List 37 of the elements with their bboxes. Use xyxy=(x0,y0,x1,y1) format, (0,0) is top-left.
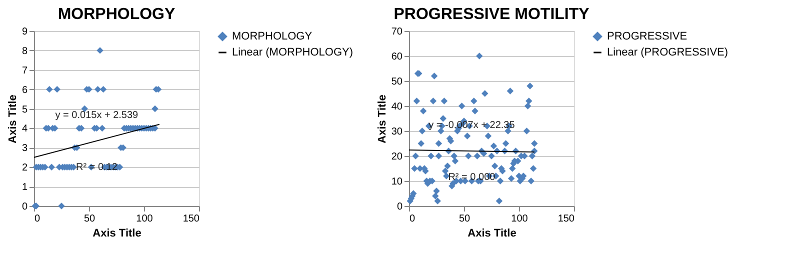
y-axis-title: Axis Title xyxy=(376,94,388,144)
annotation: y = 0.015x + 2.539 xyxy=(55,110,139,121)
x-tick-label: 150 xyxy=(558,214,575,224)
x-axis-title: Axis Title xyxy=(92,228,142,240)
y-axis-title: Axis Title xyxy=(6,94,19,144)
y-tick-label: 7 xyxy=(22,65,28,76)
x-tick-label: 50 xyxy=(84,214,96,224)
x-axis-title: Axis Title xyxy=(468,228,516,240)
y-tick-label: 9 xyxy=(22,26,28,38)
x-tick-label: 0 xyxy=(34,214,40,224)
y-tick-label: 60 xyxy=(391,52,403,62)
legend-label: Linear (PROGRESSIVE) xyxy=(607,46,728,58)
y-tick-label: 10 xyxy=(391,176,403,188)
x-tick-label: 0 xyxy=(410,214,416,224)
y-tick-label: 6 xyxy=(22,84,28,96)
x-tick-label: 100 xyxy=(136,214,154,224)
x-tick-label: 50 xyxy=(458,214,470,224)
y-tick-label: 3 xyxy=(22,143,28,154)
legend-label: Linear (MORPHOLOGY) xyxy=(232,46,354,58)
chart-title: PROGRESSIVE MOTILITY xyxy=(394,6,590,23)
y-tick-label: 50 xyxy=(391,76,403,88)
y-tick-label: 0 xyxy=(396,202,403,212)
y-tick-label: 40 xyxy=(391,102,403,112)
y-tick-label: 2 xyxy=(22,162,28,174)
y-tick-label: 20 xyxy=(391,152,403,162)
y-tick-label: 0 xyxy=(22,202,28,212)
y-tick-label: 70 xyxy=(391,26,403,38)
x-tick-label: 100 xyxy=(511,214,528,224)
y-tick-label: 30 xyxy=(391,126,403,138)
y-tick-label: 5 xyxy=(22,104,28,116)
y-tick-label: 1 xyxy=(22,182,28,194)
chart-title: MORPHOLOGY xyxy=(58,6,176,23)
legend-label: MORPHOLOGY xyxy=(232,30,313,42)
y-tick-label: 4 xyxy=(22,124,28,135)
legend-label: PROGRESSIVE xyxy=(607,30,688,42)
x-tick-label: 150 xyxy=(182,214,200,224)
y-tick-label: 8 xyxy=(22,46,28,57)
